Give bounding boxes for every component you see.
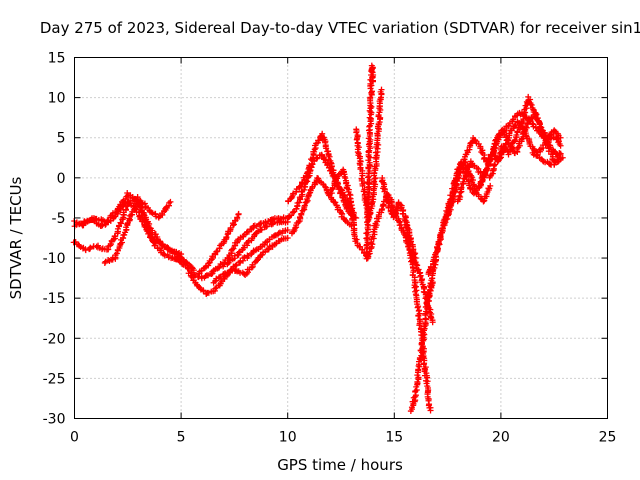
data-point xyxy=(229,246,235,252)
y-tick-label: 15 xyxy=(48,51,66,67)
y-axis-ticks: -30 -25 -20 -15 -10 -5 0 5 10 15 xyxy=(43,51,608,428)
chart-title: Day 275 of 2023, Sidereal Day-to-day VTE… xyxy=(40,19,640,37)
y-tick-label: 0 xyxy=(57,171,66,187)
series-arc-u xyxy=(444,110,563,222)
y-tick-label: 5 xyxy=(57,131,66,147)
series-arc-c xyxy=(102,199,184,266)
x-axis-label: GPS time / hours xyxy=(277,456,403,474)
series-arc-r xyxy=(408,279,436,414)
x-tick-label: 5 xyxy=(177,430,186,446)
y-tick-label: -20 xyxy=(43,331,66,347)
data-series xyxy=(71,63,566,414)
y-tick-label: -15 xyxy=(43,291,66,307)
y-tick-label: 10 xyxy=(48,91,66,107)
data-point xyxy=(412,388,418,394)
x-tick-label: 25 xyxy=(599,430,617,446)
chart: Day 275 of 2023, Sidereal Day-to-day VTE… xyxy=(0,0,640,480)
y-tick-label: -30 xyxy=(43,412,66,428)
x-tick-label: 0 xyxy=(70,430,79,446)
y-tick-label: -10 xyxy=(43,251,66,267)
y-tick-label: -5 xyxy=(52,211,66,227)
x-tick-label: 20 xyxy=(492,430,510,446)
y-tick-label: -25 xyxy=(43,371,66,387)
x-tick-label: 15 xyxy=(385,430,403,446)
x-tick-label: 10 xyxy=(279,430,297,446)
y-axis-label: SDTVAR / TECUs xyxy=(7,176,25,299)
